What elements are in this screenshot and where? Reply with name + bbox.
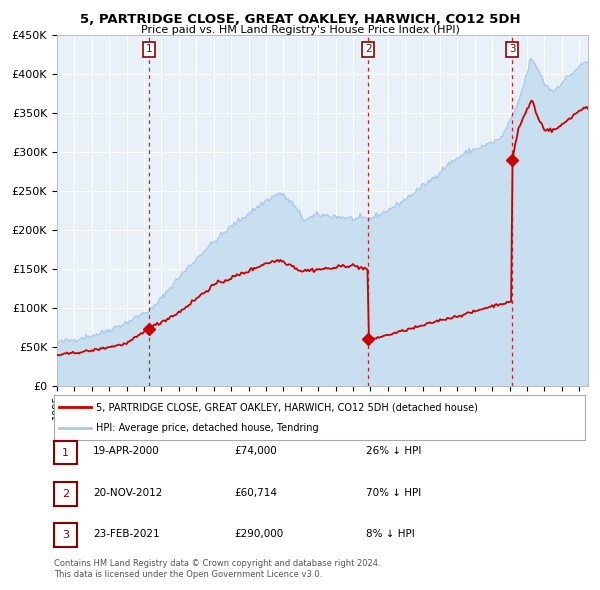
- Text: £290,000: £290,000: [234, 529, 283, 539]
- Text: 5, PARTRIDGE CLOSE, GREAT OAKLEY, HARWICH, CO12 5DH (detached house): 5, PARTRIDGE CLOSE, GREAT OAKLEY, HARWIC…: [97, 403, 478, 412]
- Text: 1: 1: [146, 44, 152, 54]
- Text: 26% ↓ HPI: 26% ↓ HPI: [366, 447, 421, 456]
- Text: 2: 2: [62, 489, 69, 499]
- Text: This data is licensed under the Open Government Licence v3.0.: This data is licensed under the Open Gov…: [54, 571, 322, 579]
- Text: 5, PARTRIDGE CLOSE, GREAT OAKLEY, HARWICH, CO12 5DH: 5, PARTRIDGE CLOSE, GREAT OAKLEY, HARWIC…: [80, 13, 520, 26]
- Text: HPI: Average price, detached house, Tendring: HPI: Average price, detached house, Tend…: [97, 423, 319, 433]
- Text: 8% ↓ HPI: 8% ↓ HPI: [366, 529, 415, 539]
- Text: £60,714: £60,714: [234, 488, 277, 497]
- Text: 20-NOV-2012: 20-NOV-2012: [93, 488, 163, 497]
- Text: 19-APR-2000: 19-APR-2000: [93, 447, 160, 456]
- Text: 3: 3: [509, 44, 515, 54]
- Text: 3: 3: [62, 530, 69, 540]
- Text: Price paid vs. HM Land Registry's House Price Index (HPI): Price paid vs. HM Land Registry's House …: [140, 25, 460, 35]
- Text: Contains HM Land Registry data © Crown copyright and database right 2024.: Contains HM Land Registry data © Crown c…: [54, 559, 380, 568]
- Text: 2: 2: [365, 44, 371, 54]
- Text: 70% ↓ HPI: 70% ↓ HPI: [366, 488, 421, 497]
- Text: 1: 1: [62, 448, 69, 457]
- Text: 23-FEB-2021: 23-FEB-2021: [93, 529, 160, 539]
- Text: £74,000: £74,000: [234, 447, 277, 456]
